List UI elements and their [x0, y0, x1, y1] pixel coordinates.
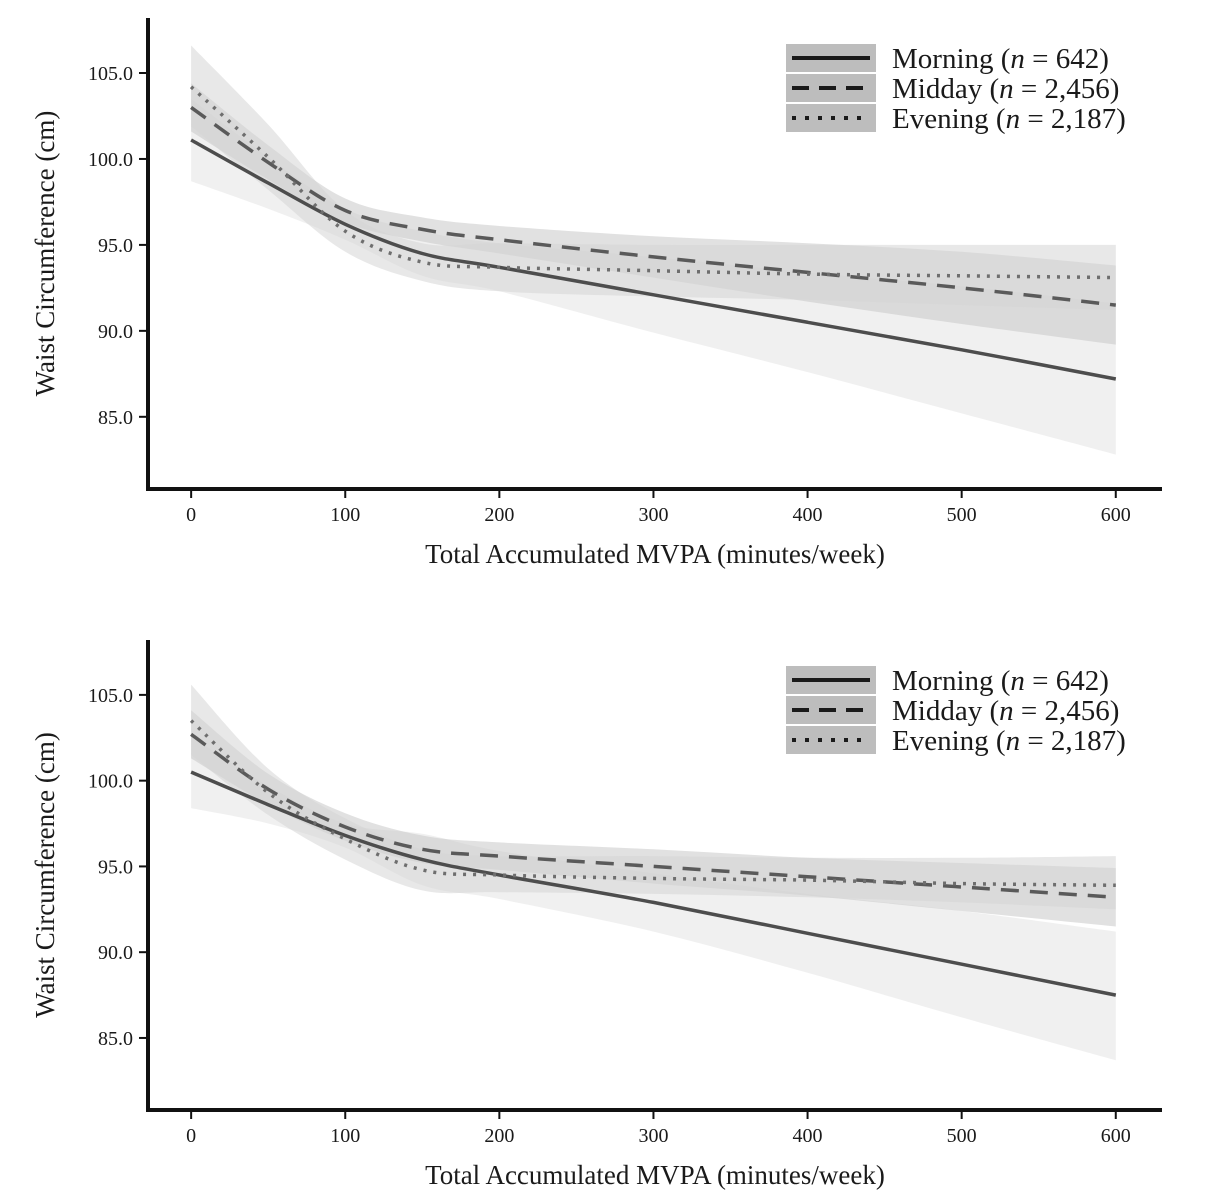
series-line-dotted [189, 85, 1116, 280]
legend-label-main: Midday ( [892, 695, 999, 727]
legend-label-n: n [1006, 725, 1021, 757]
legend-label: Evening (n = 2,187) [892, 103, 1126, 135]
legend-label-count: = 642) [1025, 665, 1109, 697]
x-axis-title: Total Accumulated MVPA (minutes/week) [425, 1160, 885, 1190]
x-tick-label: 600 [1101, 1125, 1131, 1147]
legend-label-count: = 642) [1025, 43, 1109, 75]
series-line-dotted [189, 719, 1116, 888]
x-tick-label: 0 [186, 504, 196, 526]
legend-label-main: Evening ( [892, 725, 1006, 757]
legend-label-main: Morning ( [892, 665, 1010, 697]
x-tick-label: 300 [638, 1125, 668, 1147]
y-axis-title: Waist Circumference (cm) [30, 732, 60, 1018]
series-line-solid [190, 770, 1117, 997]
x-tick-label: 300 [638, 504, 668, 526]
x-tick-label: 400 [793, 504, 823, 526]
x-tick-label: 200 [484, 1125, 514, 1147]
legend-label-count: = 2,456) [1014, 73, 1120, 105]
y-tick-label: 95.0 [98, 235, 133, 257]
ci-band-dotted [191, 684, 1116, 910]
y-tick-label: 105.0 [88, 685, 133, 707]
legend-label-count: = 2,187) [1020, 103, 1126, 135]
legend: Morning (n = 642)Midday (n = 2,456)Eveni… [786, 43, 1126, 135]
legend-label-n: n [999, 73, 1014, 105]
legend-label-n: n [999, 695, 1014, 727]
legend-label: Evening (n = 2,187) [892, 725, 1126, 757]
y-tick-label: 85.0 [98, 407, 133, 429]
y-axis-title: Waist Circumference (cm) [30, 111, 60, 397]
legend-label-main: Midday ( [892, 73, 999, 105]
y-tick-label: 90.0 [98, 942, 133, 964]
x-tick-label: 0 [186, 1125, 196, 1147]
y-tick-label: 85.0 [98, 1028, 133, 1050]
x-tick-label: 100 [330, 504, 360, 526]
legend-label-count: = 2,456) [1014, 695, 1120, 727]
legend-label: Morning (n = 642) [892, 43, 1109, 75]
series-line-dashed [190, 105, 1116, 307]
y-tick-label: 100.0 [88, 771, 133, 793]
y-tick-label: 100.0 [88, 149, 133, 171]
legend: Morning (n = 642)Midday (n = 2,456)Eveni… [786, 665, 1126, 757]
x-tick-label: 100 [330, 1125, 360, 1147]
legend-label-main: Morning ( [892, 43, 1010, 75]
x-tick-label: 400 [793, 1125, 823, 1147]
series-line-solid [190, 138, 1117, 381]
x-tick-label: 200 [484, 504, 514, 526]
x-tick-label: 600 [1101, 504, 1131, 526]
legend-label-count: = 2,187) [1020, 725, 1126, 757]
legend-label-n: n [1010, 43, 1025, 75]
legend-label: Midday (n = 2,456) [892, 73, 1119, 105]
y-tick-label: 95.0 [98, 856, 133, 878]
legend-label: Morning (n = 642) [892, 665, 1109, 697]
y-tick-label: 90.0 [98, 321, 133, 343]
chart-panel-2: 0 100 200 300 400 500 600 85.0 90.0 95.0 100.0 105.… [30, 640, 1162, 1190]
legend-label-main: Evening ( [892, 103, 1006, 135]
ci-band-solid [191, 736, 1116, 1061]
legend-label: Midday (n = 2,456) [892, 695, 1119, 727]
legend-label-n: n [1006, 103, 1021, 135]
x-tick-label: 500 [947, 1125, 977, 1147]
legend-label-n: n [1010, 665, 1025, 697]
x-axis-title: Total Accumulated MVPA (minutes/week) [425, 539, 885, 569]
y-tick-label: 105.0 [88, 63, 133, 85]
chart-panel-1: 0 100 200 300 400 500 600 85.0 90.0 95.0 100.0 105.… [30, 18, 1162, 569]
x-tick-label: 500 [947, 504, 977, 526]
ci-band-dotted [191, 45, 1116, 311]
